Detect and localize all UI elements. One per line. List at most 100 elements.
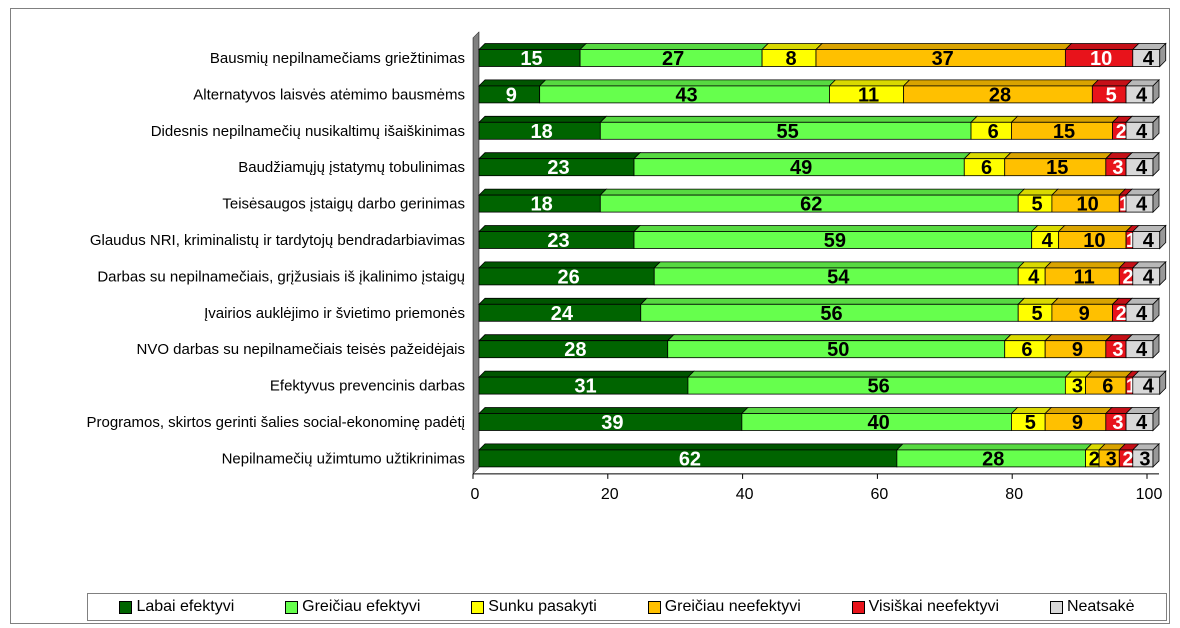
bar-end-face — [1159, 370, 1167, 396]
category-label: Alternatyvos laisvės atėmimo bausmėms — [193, 86, 465, 103]
legend-label: Labai efektyvi — [136, 598, 235, 615]
bar-end-face — [1152, 78, 1160, 104]
data-label: 56 — [820, 303, 842, 325]
bar-segment — [1125, 115, 1160, 141]
legend-item: Visiškai neefektyvi — [851, 598, 1000, 616]
data-label: 3 — [1072, 376, 1083, 398]
data-label: 2 — [1116, 303, 1127, 325]
bar-segment — [639, 297, 1026, 322]
bar-segment — [1111, 297, 1134, 322]
bar-segment — [1131, 442, 1160, 468]
legend-item: Labai efektyvi — [119, 598, 234, 616]
data-label: 3 — [1106, 448, 1117, 470]
bar-segment — [478, 407, 749, 431]
legend-label: Greičiau efektyvi — [302, 598, 421, 615]
bar-end-face — [1159, 260, 1167, 286]
data-label: 15 — [520, 48, 542, 70]
bar-segment — [478, 225, 641, 249]
bar-end-face — [1152, 442, 1160, 468]
legend-item: Sunku pasakyti — [471, 598, 597, 616]
bar-segment — [970, 115, 1019, 140]
data-label: 4 — [1136, 194, 1148, 216]
bar-segment — [478, 297, 648, 322]
x-tick-label-100: 100 — [1136, 486, 1163, 503]
bar-segment — [1010, 115, 1120, 140]
legend-item: Greičiau neefektyvi — [647, 598, 801, 616]
data-label: 55 — [777, 121, 799, 143]
bar-end-face — [1159, 42, 1167, 68]
data-label: 4 — [1143, 266, 1155, 288]
data-label: 8 — [785, 48, 796, 70]
bar-segment — [963, 152, 1012, 177]
legend-item: Neatsakė — [1049, 598, 1135, 616]
bar-segment — [1017, 261, 1053, 286]
bar-segment — [653, 261, 1026, 286]
bar-segment — [815, 43, 1073, 67]
bar-segment — [633, 152, 972, 177]
data-label: 3 — [1112, 412, 1123, 434]
category-label: Baudžiamųjų įstatymų tobulinimas — [238, 159, 465, 176]
x-tick-label-0: 0 — [471, 486, 480, 503]
bar-segment — [1044, 334, 1113, 359]
data-label: 28 — [982, 448, 1004, 470]
legend-label: Sunku pasakyti — [488, 598, 597, 615]
data-label: 10 — [1090, 48, 1112, 70]
data-label: 5 — [1031, 194, 1042, 216]
bar-end-face — [1152, 333, 1160, 359]
data-label: 49 — [790, 157, 812, 179]
data-label: 54 — [827, 266, 850, 288]
data-label: 4 — [1143, 230, 1155, 252]
category-label: NVO darbas su nepilnamečiais teisės paže… — [136, 341, 465, 358]
category-label: Glaudus NRI, kriminalistų ir tardytojų b… — [90, 232, 465, 249]
bar-end-face — [1152, 188, 1160, 214]
data-label: 37 — [932, 48, 954, 70]
data-label: 18 — [531, 121, 553, 143]
bar-segment — [599, 115, 978, 140]
data-label: 39 — [601, 412, 623, 434]
bar-segment — [1104, 334, 1134, 359]
data-label: 6 — [988, 121, 999, 143]
data-label: 1 — [1126, 376, 1137, 398]
bar-segment — [1125, 151, 1160, 177]
category-label: Didesnis nepilnamečių nusikaltimų išaišk… — [151, 123, 465, 140]
bar-segment — [1017, 297, 1059, 322]
data-label: 4 — [1136, 339, 1148, 361]
legend-swatch — [851, 600, 865, 614]
x-tick-label-20: 20 — [601, 486, 619, 503]
data-label: 15 — [1053, 121, 1075, 143]
bar-end-face — [1152, 115, 1160, 141]
data-label: 59 — [824, 230, 846, 252]
bar-segment — [1104, 152, 1134, 177]
x-tick-label-40: 40 — [736, 486, 754, 503]
bar-segment — [828, 79, 911, 104]
bar-segment — [599, 188, 1026, 213]
data-label: 5 — [1025, 412, 1036, 434]
data-label: 6 — [1021, 339, 1032, 361]
category-label: Efektyvus prevencinis darbas — [270, 378, 465, 395]
bar-segment — [1125, 188, 1160, 214]
data-label: 28 — [989, 84, 1011, 106]
legend: Labai efektyvi Greičiau efektyvi Sunku pas… — [87, 593, 1167, 621]
category-label: Bausmių nepilnamečiams griežtinimas — [210, 50, 465, 67]
bar-segment — [1131, 224, 1167, 250]
legend-label: Visiškai neefektyvi — [868, 598, 1000, 615]
data-label: 31 — [574, 376, 596, 398]
bar-segment — [1131, 260, 1167, 286]
data-label: 10 — [1083, 230, 1105, 252]
category-label: Įvairios auklėjimo ir švietimo priemonės — [204, 305, 465, 322]
data-label: 18 — [531, 194, 553, 216]
legend-swatch — [119, 600, 133, 614]
data-label: 4 — [1143, 48, 1155, 70]
data-label: 50 — [827, 339, 849, 361]
bar-segment — [1064, 43, 1140, 67]
category-label: Nepilnamečių užimtumo užtikrinimas — [222, 450, 465, 467]
bar-segment — [478, 115, 608, 140]
data-label: 6 — [981, 157, 992, 179]
data-label: 62 — [679, 448, 701, 470]
data-label: 10 — [1076, 194, 1098, 216]
bar-end-face — [1152, 151, 1160, 177]
bar-end-face — [1152, 297, 1160, 323]
bar-segment — [1125, 78, 1160, 104]
bar-end-face — [1152, 406, 1160, 432]
data-label: 9 — [506, 84, 517, 106]
